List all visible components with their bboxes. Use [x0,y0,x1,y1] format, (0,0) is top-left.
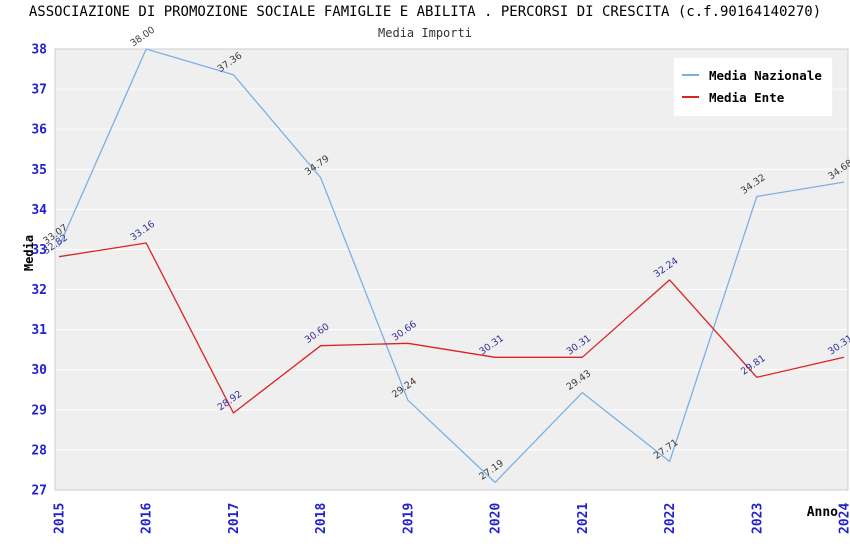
y-tick-label: 27 [31,484,47,499]
legend-line-swatch-ente-icon [682,96,699,98]
x-tick-label: 2023 [750,503,765,534]
x-tick-label: 2022 [663,503,678,534]
y-tick-label: 32 [31,283,47,298]
legend-item-media-ente: Media Ente [682,86,822,108]
legend-item-media-nazionale: Media Nazionale [682,64,822,86]
x-tick-label: 2020 [489,503,504,534]
y-tick-label: 29 [31,403,47,418]
y-tick-label: 33 [31,243,47,258]
series-line-media-ente [58,242,845,414]
chart-title: ASSOCIAZIONE DI PROMOZIONE SOCIALE FAMIG… [28,4,822,20]
legend-label-media-nazionale: Media Nazionale [709,67,822,83]
y-tick-label: 34 [31,203,47,218]
chart-subtitle: Media Importi [378,26,472,40]
legend-line-swatch-nazionale-icon [682,74,699,76]
y-tick-label: 31 [31,323,47,338]
x-tick-label: 2024 [838,503,850,534]
x-tick-label: 2017 [227,503,242,534]
y-tick-label: 30 [31,363,47,378]
x-tick-label: 2015 [53,503,68,534]
chart-legend: Media Nazionale Media Ente [673,57,833,117]
y-tick-label: 36 [31,123,47,138]
y-tick-label: 28 [31,443,47,458]
x-axis-title: Anno [806,505,838,520]
y-tick-label: 37 [31,83,47,98]
x-tick-label: 2019 [401,503,416,534]
y-tick-label: 35 [31,163,47,178]
x-tick-label: 2016 [140,503,155,534]
y-tick-label: 38 [31,43,47,58]
y-axis-title: Media [22,234,36,272]
x-tick-label: 2018 [314,503,329,534]
plot-area [54,48,849,491]
value-label: 38.00 [128,25,157,50]
legend-label-media-ente: Media Ente [709,89,785,105]
x-tick-label: 2021 [576,503,591,534]
